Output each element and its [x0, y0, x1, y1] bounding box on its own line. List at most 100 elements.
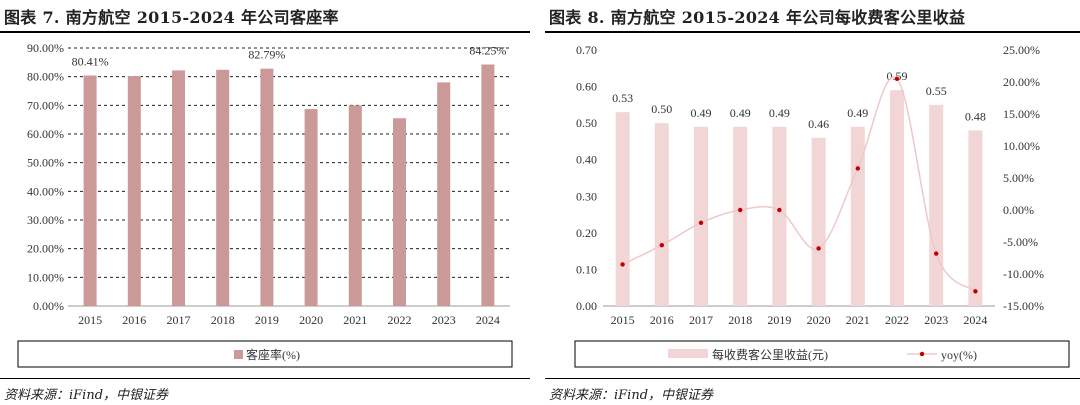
- yoy-point: [855, 166, 860, 171]
- x-tick-label: 2019: [767, 313, 791, 327]
- x-tick-label: 2019: [255, 313, 279, 327]
- y-right-tick-label: 10.00%: [1003, 139, 1040, 153]
- bar: [172, 70, 185, 306]
- y-tick-label: 30.00%: [27, 213, 64, 227]
- y-left-tick-label: 0.30: [576, 189, 597, 203]
- bar: [850, 126, 865, 306]
- yield-per-rpk-chart: 0.00 0.10 0.20 0.30 0.40 0.50 0.60 0.70 -15.00% -…: [574, 43, 1070, 368]
- yoy-point: [698, 220, 704, 225]
- bar: [216, 69, 230, 306]
- x-tick-label: 2016: [650, 313, 674, 327]
- y-left-tick-label: 0.20: [576, 226, 597, 240]
- bar: [890, 90, 904, 306]
- x-tick-label: 2023: [432, 313, 456, 327]
- x-tick-label: 2021: [846, 313, 870, 327]
- x-tick-label: 2018: [728, 313, 752, 327]
- bar: [694, 126, 708, 306]
- yoy-point: [816, 246, 821, 251]
- right-panel: 图表 8. 南方航空 2015-2024 年公司每收费客公里收益 0.00 0.1…: [545, 0, 1080, 405]
- data-label: 0.53: [612, 91, 633, 105]
- yoy-point: [934, 251, 939, 256]
- y-tick-label: 0.00%: [33, 299, 64, 313]
- chart-title-right: 图表 8. 南方航空 2015-2024 年公司每收费客公里收益: [549, 8, 966, 27]
- x-tick-label: 2022: [885, 313, 909, 327]
- x-tick-label: 2021: [343, 313, 367, 327]
- legend-swatch-bar: [668, 349, 708, 358]
- data-label: 84.25%: [469, 43, 506, 57]
- data-label: 0.50: [651, 102, 672, 116]
- y-left-tick-label: 0.10: [576, 262, 597, 276]
- y-right-tick-label: 0.00%: [1003, 203, 1034, 217]
- yoy-line: [622, 76, 976, 292]
- x-tick-label: 2018: [211, 313, 235, 327]
- legend-box: [574, 340, 1070, 368]
- legend-label: 客座率(%): [246, 347, 300, 362]
- yoy-point: [659, 243, 664, 248]
- y-left-tick-label: 0.70: [576, 43, 597, 57]
- footer-rule-right: [545, 378, 1080, 379]
- data-label: 0.55: [926, 84, 947, 98]
- bar: [260, 68, 274, 306]
- bar: [393, 118, 406, 306]
- load-factor-chart: 0.00% 10.00% 20.00% 30.00% 40.00% 50.00% 60.00…: [17, 41, 513, 368]
- source-note-right: 资料来源：iFind，中银证券: [549, 388, 714, 403]
- bar: [772, 126, 787, 306]
- yoy-point: [738, 207, 743, 213]
- x-tick-label: 2017: [689, 313, 713, 327]
- y-right-tick-label: 20.00%: [1003, 75, 1040, 89]
- y-tick-label: 90.00%: [27, 41, 64, 55]
- legend-label-bar: 每收费客公里收益(元): [712, 347, 828, 362]
- x-tick-label: 2017: [167, 313, 191, 327]
- bar: [654, 123, 669, 307]
- legend-swatch: [234, 350, 243, 359]
- y-tick-label: 80.00%: [27, 70, 64, 84]
- bar: [348, 105, 362, 306]
- yoy-point: [777, 207, 782, 213]
- chart-title-left: 图表 7. 南方航空 2015-2024 年公司客座率: [4, 8, 339, 27]
- yoy-point: [973, 289, 978, 294]
- x-tick-label: 2015: [78, 313, 102, 327]
- bar: [437, 82, 451, 307]
- x-tick-label: 2020: [299, 313, 323, 327]
- y-tick-label: 20.00%: [27, 242, 64, 256]
- data-label: 0.49: [769, 106, 790, 120]
- bar: [968, 130, 983, 306]
- source-note-left: 资料来源：iFind，中银证券: [4, 388, 169, 403]
- data-label: 0.48: [965, 109, 986, 123]
- footer-rule-left: [0, 378, 530, 379]
- y-tick-label: 10.00%: [27, 270, 64, 284]
- bar: [127, 76, 141, 307]
- y-tick-label: 60.00%: [27, 127, 64, 141]
- y-tick-label: 40.00%: [27, 184, 64, 198]
- yoy-point: [620, 262, 625, 267]
- y-right-tick-label: 15.00%: [1003, 107, 1040, 121]
- bar: [83, 75, 97, 306]
- legend-swatch-point: [919, 351, 925, 357]
- bar: [929, 104, 944, 306]
- y-left-tick-label: 0.60: [576, 80, 597, 94]
- bar: [615, 112, 630, 307]
- legend-box: [17, 340, 513, 368]
- x-tick-label: 2024: [963, 313, 987, 327]
- data-label: 0.59: [887, 69, 908, 83]
- y-right-tick-label: 5.00%: [1003, 171, 1034, 185]
- y-right-tick-label: -5.00%: [1003, 235, 1038, 249]
- bar: [304, 109, 318, 306]
- x-tick-label: 2024: [476, 313, 500, 327]
- bar: [733, 126, 748, 306]
- y-tick-label: 70.00%: [27, 98, 64, 112]
- title-rule-right: [545, 31, 1080, 33]
- y-left-tick-label: 0.40: [576, 153, 597, 167]
- y-left-tick-label: 0.50: [576, 116, 597, 130]
- x-tick-label: 2020: [807, 313, 831, 327]
- y-left-tick-label: 0.00: [576, 299, 597, 313]
- data-label: 0.49: [691, 106, 712, 120]
- x-tick-label: 2023: [924, 313, 948, 327]
- yoy-point: [894, 76, 900, 82]
- y-right-tick-label: -15.00%: [1003, 299, 1044, 313]
- left-panel: 图表 7. 南方航空 2015-2024 年公司客座率 0.00% 10.00% 2…: [0, 0, 530, 405]
- bar: [811, 137, 826, 306]
- x-tick-label: 2015: [611, 313, 635, 327]
- x-tick-label: 2016: [122, 313, 146, 327]
- legend-label-line: yoy(%): [941, 348, 977, 362]
